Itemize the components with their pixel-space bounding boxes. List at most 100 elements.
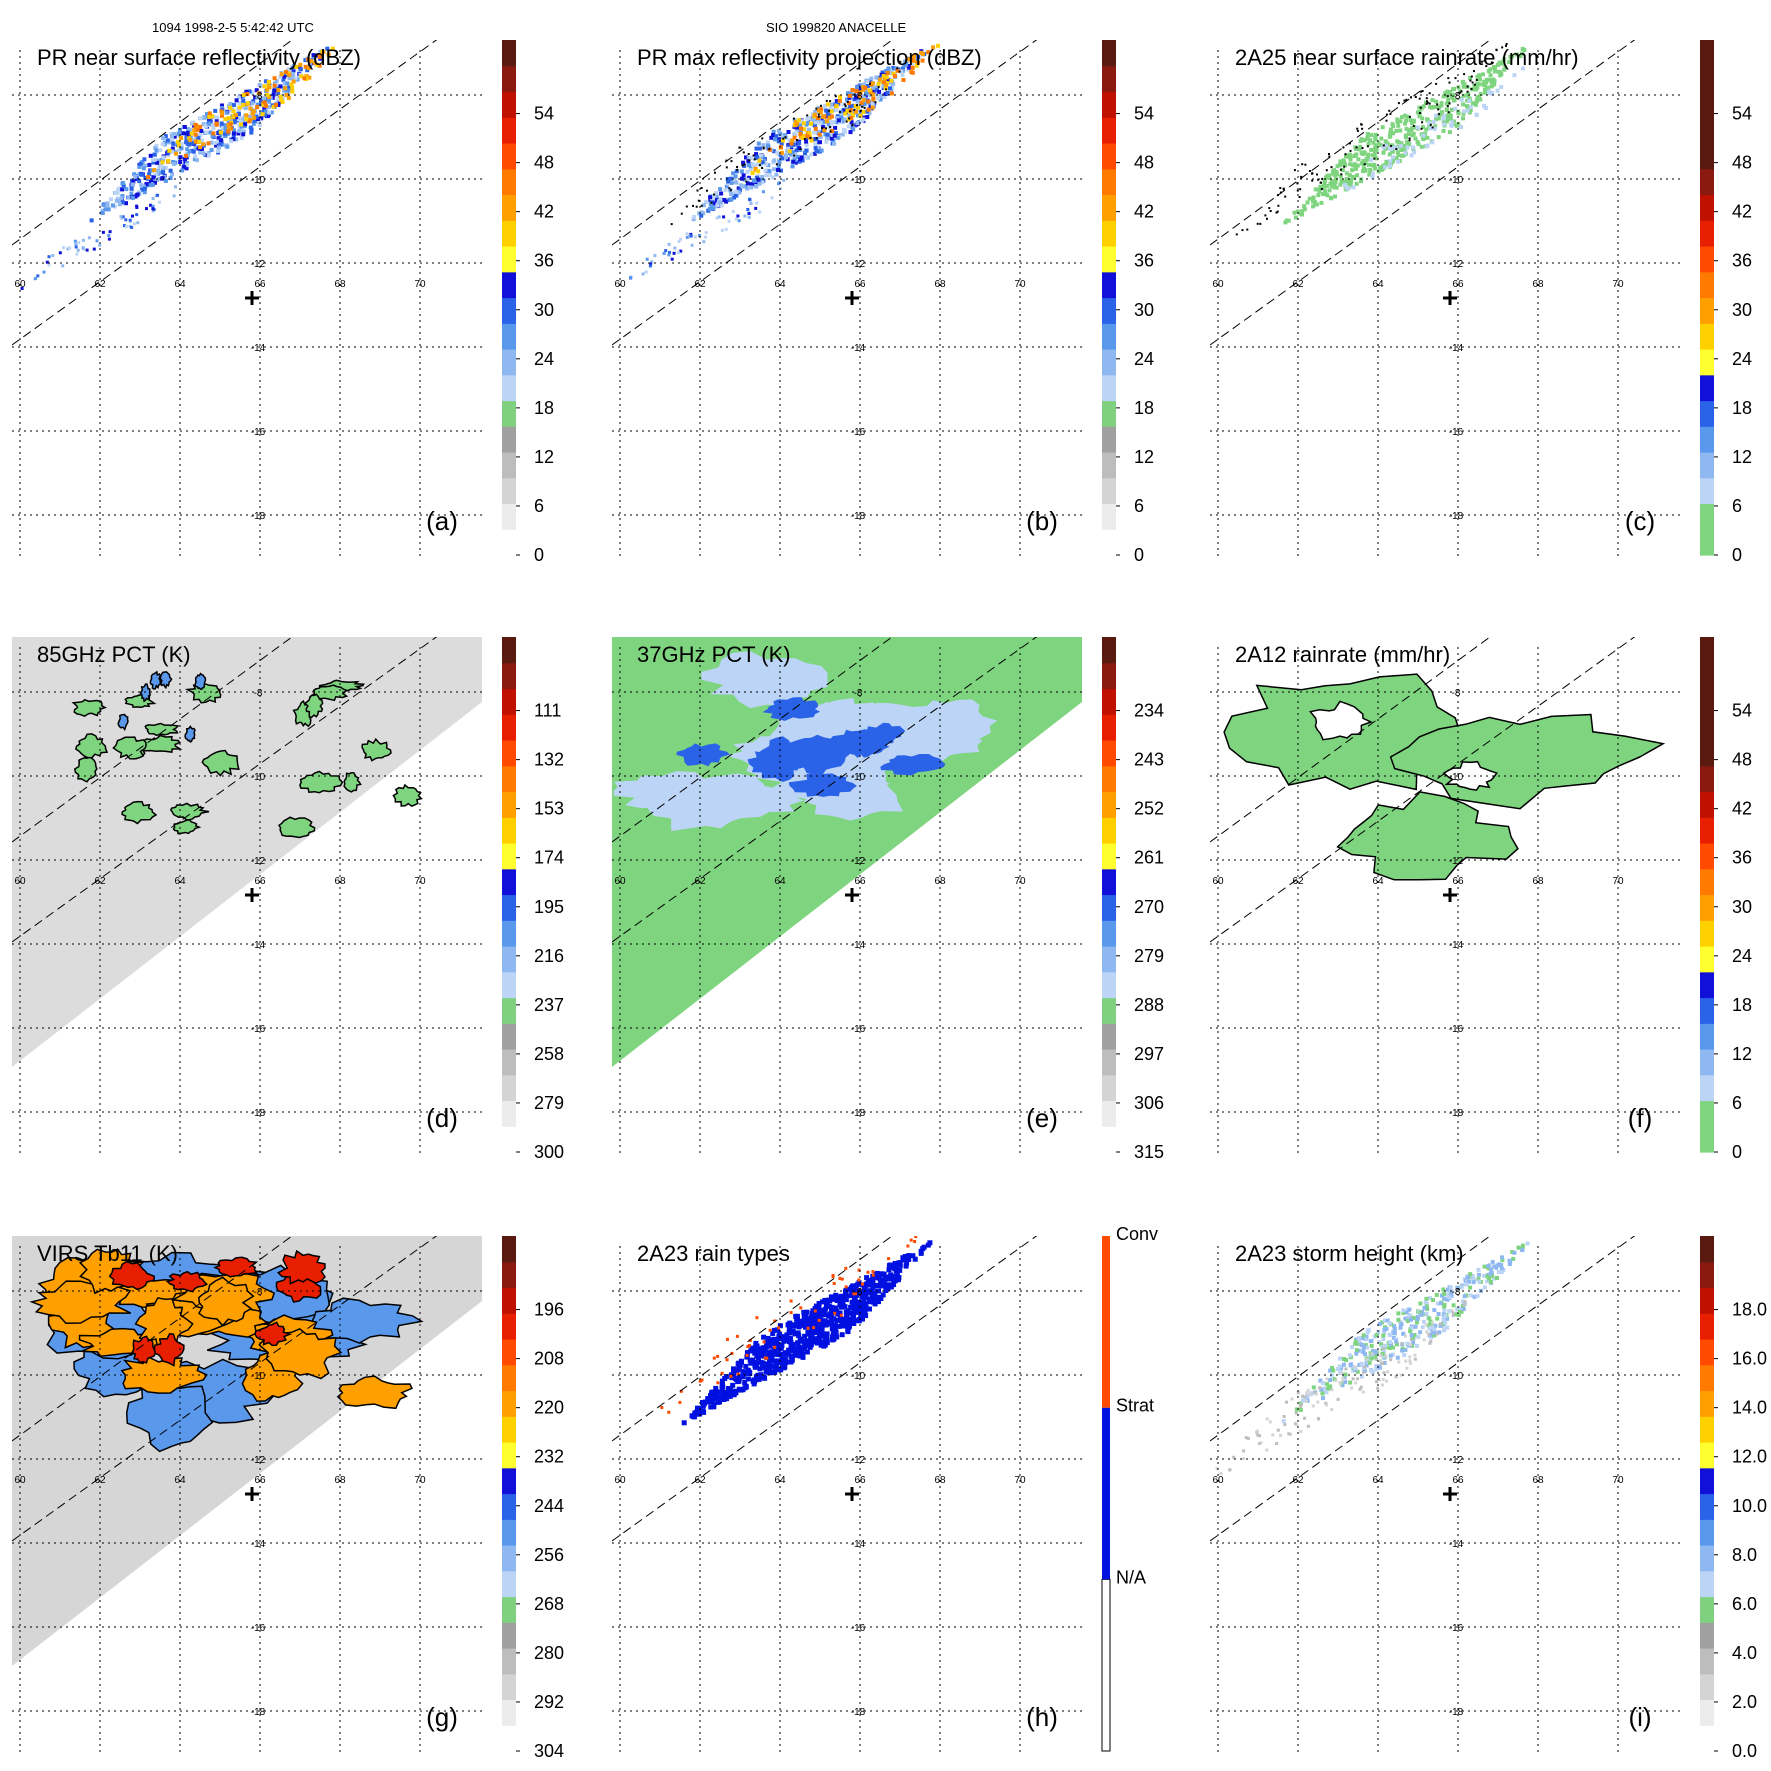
field-cell <box>34 277 38 280</box>
lon-tick-label: 64 <box>1372 279 1384 290</box>
field-cell <box>1425 102 1428 105</box>
field-cell <box>1472 1294 1477 1299</box>
field-cell <box>1394 1375 1398 1379</box>
field-cell <box>697 211 702 216</box>
field-cell <box>1481 72 1485 77</box>
field-cell <box>1462 109 1467 114</box>
field-cell <box>849 1285 855 1290</box>
field-cell <box>126 195 131 200</box>
field-cell <box>1294 1411 1298 1415</box>
field-cell <box>140 172 145 177</box>
field-cell <box>771 129 776 134</box>
field-cell <box>871 1270 875 1274</box>
field-cell <box>1489 1267 1494 1272</box>
field-cell <box>1438 1323 1443 1328</box>
field-cell <box>1389 1358 1393 1362</box>
colorbar-swatch <box>502 920 516 947</box>
field-cell <box>804 1316 810 1322</box>
field-cell <box>815 137 818 140</box>
field-cell <box>161 170 166 175</box>
field-cell <box>814 120 819 125</box>
field-cell <box>1306 1388 1310 1392</box>
colorbar-swatch <box>502 1596 516 1623</box>
field-cell <box>786 146 791 151</box>
field-cell <box>187 127 192 132</box>
field-cell <box>1366 145 1369 148</box>
swath-edge <box>12 1236 438 1542</box>
field-cell <box>754 184 759 188</box>
field-cell <box>749 1345 755 1351</box>
field-cell <box>270 95 275 100</box>
field-cell <box>199 138 204 143</box>
field-cell <box>1520 1243 1525 1248</box>
field-cell <box>1321 186 1326 191</box>
field-cell <box>1366 142 1371 146</box>
field-cell <box>806 1326 810 1330</box>
field-cell <box>1404 126 1409 131</box>
colorbar-tick-label: 208 <box>534 1349 564 1369</box>
field-cell <box>1475 96 1480 101</box>
field-cell <box>1392 1326 1397 1331</box>
field-cell <box>849 110 852 113</box>
field-cell <box>828 106 833 111</box>
field-cell <box>1401 1331 1406 1336</box>
colorbar-tick-label: 256 <box>534 1545 564 1565</box>
lon-tick-label: 68 <box>1532 1475 1544 1486</box>
field-cell <box>852 1304 858 1309</box>
field-cell <box>884 75 889 80</box>
field-cell <box>1482 83 1487 88</box>
field-region <box>125 1376 214 1453</box>
field-cell <box>161 155 166 160</box>
field-cell <box>231 103 236 108</box>
field-cell <box>187 149 192 154</box>
field-cell <box>1299 211 1304 216</box>
field-cell <box>106 207 111 212</box>
field-cell <box>870 92 875 97</box>
field-cell <box>771 1346 777 1352</box>
field-cell <box>752 1362 758 1368</box>
field-cell <box>198 145 203 150</box>
field-cell <box>704 200 709 205</box>
field-cell <box>1424 100 1429 105</box>
field-cell <box>1483 90 1487 95</box>
field-cell <box>124 201 128 206</box>
field-cell <box>1382 1371 1386 1375</box>
field-cell <box>1462 1294 1467 1299</box>
field-cell <box>213 108 218 113</box>
field-cell <box>855 1305 861 1311</box>
field-cell <box>201 142 206 147</box>
colorbar-swatch <box>1102 662 1116 690</box>
field-cell <box>700 1378 704 1382</box>
field-cell <box>1394 1337 1399 1342</box>
lat-tick-label: -14 <box>851 940 866 951</box>
field-cell <box>715 1389 721 1395</box>
field-cell <box>1344 171 1349 176</box>
field-cell <box>223 131 228 136</box>
field-cell <box>1476 1277 1481 1282</box>
field-cell <box>753 167 758 172</box>
field-cell <box>861 94 866 99</box>
field-cell <box>138 161 143 166</box>
field-cell <box>885 88 888 91</box>
field-cell <box>196 136 201 141</box>
field-cell <box>209 140 214 145</box>
field-cell <box>178 155 183 160</box>
field-cell <box>903 1263 909 1269</box>
colorbar-swatch <box>1700 946 1714 973</box>
colorbar-swatch <box>1700 971 1714 999</box>
field-cell <box>748 1338 752 1342</box>
field-cell <box>1292 210 1297 215</box>
field-cell <box>1359 1342 1364 1347</box>
field-cell <box>142 190 147 195</box>
field-cell <box>1341 1377 1345 1381</box>
field-cell <box>1327 176 1332 180</box>
field-cell <box>848 108 853 113</box>
lon-tick-label: 64 <box>1372 1475 1384 1486</box>
field-cell <box>1319 200 1324 205</box>
lat-tick-label: -12 <box>851 1455 866 1466</box>
field-cell <box>1415 125 1420 130</box>
field-cell <box>1503 65 1508 70</box>
field-cell <box>743 1383 749 1389</box>
field-cell <box>695 1411 701 1417</box>
field-cell <box>1410 1336 1415 1341</box>
